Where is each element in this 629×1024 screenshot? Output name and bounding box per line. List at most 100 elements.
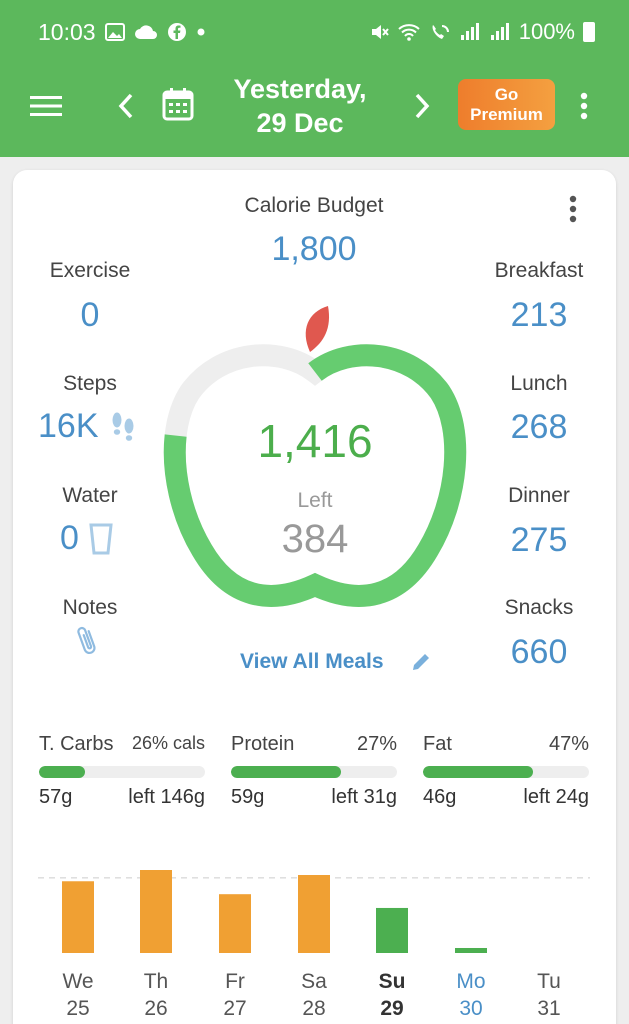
day-date: 27 — [223, 997, 247, 1020]
apple-leaf — [305, 306, 330, 352]
date-line-2: 29 Dec — [256, 108, 344, 138]
calorie-budget-label: Calorie Budget — [244, 194, 384, 217]
chevron-right-icon — [415, 93, 430, 119]
footsteps-icon — [112, 412, 133, 441]
battery-icon — [583, 22, 595, 42]
cloud-icon — [135, 25, 157, 39]
view-all-meals-label: View All Meals — [240, 650, 384, 673]
chevron-left-icon — [118, 93, 133, 119]
mute-icon — [371, 25, 389, 39]
day-label-sa[interactable]: Sa 28 — [284, 968, 344, 1022]
dinner-value[interactable]: 275 — [510, 521, 568, 559]
day-date: 29 — [380, 997, 404, 1020]
next-day-button[interactable] — [408, 86, 438, 126]
exercise-value[interactable]: 0 — [80, 296, 100, 334]
day-date: 25 — [66, 997, 90, 1020]
macro-bar-fill — [423, 766, 533, 778]
dinner-label: Dinner — [508, 484, 570, 507]
day-name: Th — [143, 970, 169, 993]
snacks-value[interactable]: 660 — [510, 633, 568, 671]
macro-left: left 31g — [331, 786, 397, 808]
menu-button[interactable] — [28, 88, 64, 124]
macro-bar — [39, 766, 205, 778]
day-label-tu[interactable]: Tu 31 — [519, 968, 579, 1022]
macro-bar-fill — [39, 766, 86, 778]
wifi-icon — [398, 24, 420, 41]
app-header: 10:03 100% Yesterday, 29 Dec — [0, 0, 629, 157]
day-name: We — [62, 970, 94, 993]
snacks-label: Snacks — [504, 596, 574, 619]
calorie-budget-value[interactable]: 1,800 — [271, 230, 357, 268]
signal-icon-2 — [490, 23, 509, 40]
day-bar-su[interactable] — [376, 907, 408, 953]
wifi-call-icon — [432, 25, 449, 39]
overflow-menu-button[interactable] — [570, 86, 598, 126]
macro-protein[interactable]: Protein 27% 59g left 31g — [231, 733, 397, 809]
day-bar-th[interactable] — [140, 870, 172, 953]
day-label-fr[interactable]: Fr 27 — [205, 968, 265, 1022]
calories-left-label: Left — [297, 489, 333, 512]
macro-percent: 26% cals — [131, 733, 205, 753]
macro-percent: 47% — [548, 733, 589, 755]
go-premium-button[interactable]: Go Premium — [458, 79, 555, 130]
battery-percent: 100% — [518, 19, 575, 44]
lunch-label: Lunch — [510, 372, 568, 395]
previous-day-button[interactable] — [110, 86, 140, 126]
current-date[interactable]: Yesterday, 29 Dec — [215, 72, 385, 140]
macro-bar-fill — [231, 766, 341, 778]
calories-left-value: 384 — [281, 517, 349, 561]
day-label-su[interactable]: Su 29 — [362, 968, 422, 1022]
day-date: 28 — [302, 997, 326, 1020]
macro-left: left 24g — [523, 786, 589, 808]
system-indicators: 100% — [369, 19, 595, 45]
day-name: Mo — [456, 970, 486, 993]
calendar-button[interactable] — [158, 84, 198, 124]
macro-eaten: 57g — [39, 786, 73, 808]
day-label-mo[interactable]: Mo 30 — [441, 968, 501, 1022]
dot-icon — [197, 28, 205, 36]
image-icon — [105, 23, 125, 41]
day-date: 31 — [537, 997, 561, 1020]
water-stat[interactable]: 0 — [60, 519, 113, 558]
card-menu-button[interactable] — [562, 192, 584, 226]
date-line-1: Yesterday, — [233, 74, 367, 104]
macro-carbs[interactable]: T. Carbs 26% cals 57g left 146g — [39, 733, 205, 809]
premium-line-1: Go — [494, 85, 519, 104]
macro-fat[interactable]: Fat 47% 46g left 24g — [423, 733, 589, 809]
more-vertical-icon — [580, 92, 588, 120]
day-label-we[interactable]: We 25 — [48, 968, 108, 1022]
facebook-icon — [168, 23, 186, 41]
day-bar-we[interactable] — [62, 881, 94, 953]
day-bar-sa[interactable] — [298, 875, 330, 953]
premium-line-2: Premium — [470, 105, 543, 124]
water-value: 0 — [60, 519, 79, 557]
macro-left: left 146g — [128, 786, 205, 808]
weekly-calorie-chart — [38, 870, 590, 953]
breakfast-label: Breakfast — [494, 259, 584, 282]
notes-button[interactable] — [76, 624, 104, 660]
steps-stat[interactable]: 16K — [38, 407, 137, 446]
day-name: Su — [378, 970, 406, 993]
day-name: Sa — [301, 970, 327, 993]
view-all-meals-link[interactable]: View All Meals — [240, 650, 432, 674]
macro-name: T. Carbs — [39, 733, 114, 755]
day-date: 26 — [144, 997, 168, 1020]
day-label-th[interactable]: Th 26 — [126, 968, 186, 1022]
breakfast-value[interactable]: 213 — [510, 296, 568, 334]
calories-consumed[interactable]: 1,416 — [257, 415, 373, 467]
day-bar-mo[interactable] — [455, 947, 487, 953]
steps-label: Steps — [63, 372, 117, 395]
macro-bar — [423, 766, 589, 778]
notes-label: Notes — [62, 596, 118, 619]
macro-eaten: 59g — [231, 786, 265, 808]
day-name: Fr — [225, 970, 245, 993]
day-bar-fr[interactable] — [219, 894, 251, 953]
lunch-value[interactable]: 268 — [510, 408, 568, 446]
signal-icon — [460, 23, 479, 40]
day-date: 30 — [459, 997, 483, 1020]
macro-percent: 27% — [356, 733, 397, 755]
pencil-icon — [412, 654, 429, 670]
paperclip-icon — [77, 626, 96, 654]
steps-value: 16K — [38, 407, 99, 445]
glass-icon — [89, 523, 113, 554]
